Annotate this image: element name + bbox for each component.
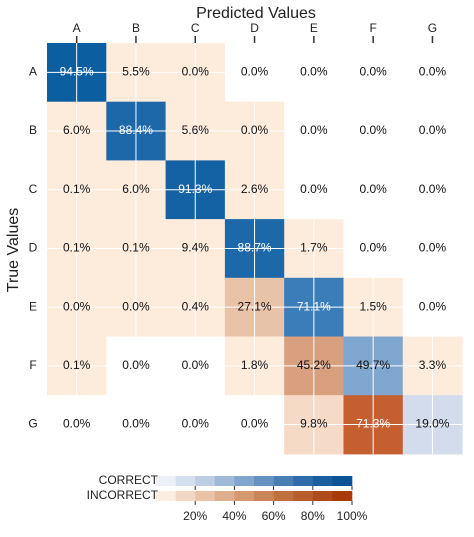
colorbar-label: CORRECT <box>99 473 159 487</box>
cell-label: 6.0% <box>63 123 91 137</box>
cell-label: 2.6% <box>241 182 269 196</box>
cell-label: 94.5% <box>60 65 94 79</box>
y-tick-label: C <box>29 182 38 196</box>
cell-label: 5.5% <box>122 65 150 79</box>
colorbar-segment <box>312 491 333 501</box>
cell-label: 0.0% <box>241 123 269 137</box>
colorbar-tick-label: 80% <box>301 509 325 523</box>
cell-label: 0.0% <box>241 65 269 79</box>
cell-label: 0.1% <box>122 241 150 255</box>
colorbar-segment <box>273 491 294 501</box>
cell-label: 3.3% <box>419 358 447 372</box>
colorbar-segment <box>156 476 176 486</box>
cell-label: 0.0% <box>419 299 447 313</box>
x-tick-label: E <box>310 21 318 35</box>
cell-label: 49.7% <box>356 358 390 372</box>
colorbar-tick-label: 40% <box>222 509 246 523</box>
x-tick-label: F <box>369 21 376 35</box>
cell-label: 1.5% <box>359 299 387 313</box>
colorbar-segment <box>234 476 255 486</box>
y-tick-label: F <box>29 358 36 372</box>
cell-label: 0.0% <box>182 417 210 431</box>
cell-label: 0.0% <box>300 65 328 79</box>
y-tick-label: E <box>29 299 37 313</box>
y-tick-label: B <box>29 123 37 137</box>
cell-label: 0.0% <box>182 358 210 372</box>
cell-label: 6.0% <box>122 182 150 196</box>
colorbar-segment <box>293 491 314 501</box>
colorbar-segment <box>234 491 255 501</box>
cell-label: 0.4% <box>182 299 210 313</box>
cell-label: 0.0% <box>300 182 328 196</box>
cell-label: 0.1% <box>63 241 91 255</box>
cell-label: 45.2% <box>297 358 331 372</box>
cell-label: 19.0% <box>415 417 449 431</box>
cell-label: 0.1% <box>63 182 91 196</box>
x-tick-label: D <box>250 21 259 35</box>
colorbar-segment <box>254 491 274 501</box>
colorbar-segment <box>214 476 235 486</box>
cell-label: 0.0% <box>122 299 150 313</box>
cell-label: 9.4% <box>182 241 210 255</box>
colorbar-segment <box>175 491 196 501</box>
cell-label: 71.3% <box>356 417 390 431</box>
colorbar-label: INCORRECT <box>87 488 159 502</box>
y-tick-label: G <box>28 417 37 431</box>
cell-label: 71.1% <box>297 299 331 313</box>
cell-label: 27.1% <box>238 299 272 313</box>
colorbar-segment <box>273 476 294 486</box>
colorbar-tick-label: 20% <box>183 509 207 523</box>
cell-label: 88.7% <box>238 241 272 255</box>
cell-label: 0.0% <box>359 123 387 137</box>
cell-label: 1.7% <box>300 241 328 255</box>
x-tick-label: G <box>428 21 437 35</box>
colorbar-segment <box>175 476 196 486</box>
cell-label: 0.0% <box>63 417 91 431</box>
x-tick-label: B <box>132 21 140 35</box>
colorbar-segment <box>156 491 176 501</box>
cell-label: 88.4% <box>119 123 153 137</box>
cell-label: 0.0% <box>419 241 447 255</box>
cell-label: 0.0% <box>359 65 387 79</box>
colorbar-segment <box>254 476 274 486</box>
cell-label: 91.3% <box>178 182 212 196</box>
y-tick-label: D <box>29 241 38 255</box>
x-tick-label: A <box>73 21 81 35</box>
cell-label: 0.0% <box>419 182 447 196</box>
y-tick-label: A <box>29 65 37 79</box>
colorbar-segment <box>312 476 333 486</box>
cell-label: 0.0% <box>63 299 91 313</box>
cell-label: 0.0% <box>122 358 150 372</box>
colorbar-segment <box>214 491 235 501</box>
chart-title: Predicted Values <box>196 5 316 22</box>
cell-label: 0.1% <box>63 358 91 372</box>
colorbar-segment <box>195 491 216 501</box>
cell-label: 9.8% <box>300 417 328 431</box>
colorbar-segment <box>195 476 216 486</box>
colorbar-segment <box>293 476 314 486</box>
cell-label: 0.0% <box>419 123 447 137</box>
colorbar-tick-label: 100% <box>337 509 368 523</box>
cell-label: 0.0% <box>300 123 328 137</box>
cell-label: 5.6% <box>182 123 210 137</box>
cell-label: 0.0% <box>122 417 150 431</box>
cell-label: 0.0% <box>419 65 447 79</box>
cell-label: 0.0% <box>241 417 269 431</box>
x-tick-label: C <box>191 21 200 35</box>
cell-label: 1.8% <box>241 358 269 372</box>
colorbar-segment <box>332 491 353 501</box>
y-axis-title: True Values <box>5 208 22 292</box>
cell-label: 0.0% <box>359 182 387 196</box>
cell-label: 0.0% <box>182 65 210 79</box>
colorbar-segment <box>332 476 353 486</box>
cell-label: 0.0% <box>359 241 387 255</box>
colorbar-tick-label: 60% <box>262 509 286 523</box>
